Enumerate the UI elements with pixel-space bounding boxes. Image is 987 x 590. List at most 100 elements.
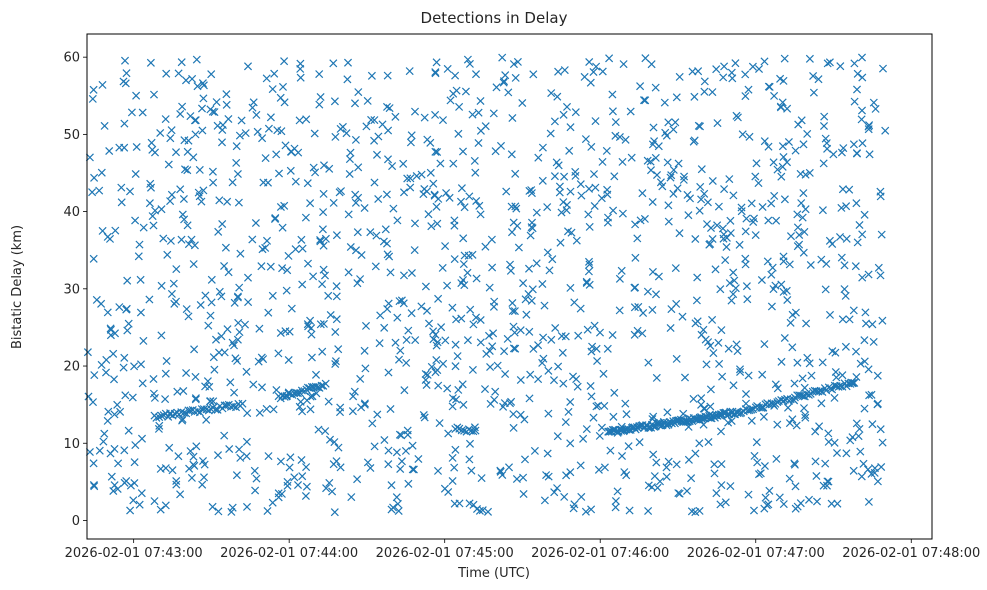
- data-point-marker: [496, 141, 506, 150]
- data-point-marker: [438, 263, 447, 272]
- data-point-marker: [329, 198, 338, 207]
- data-point-marker: [852, 85, 862, 94]
- data-point-marker: [459, 260, 468, 269]
- data-point-marker: [806, 260, 815, 270]
- data-point-marker: [492, 83, 501, 92]
- data-point-marker: [103, 308, 112, 317]
- data-point-marker: [370, 116, 379, 125]
- data-point-marker: [800, 227, 809, 236]
- data-point-marker: [110, 410, 119, 419]
- data-point-marker: [691, 319, 700, 328]
- data-point-marker: [791, 482, 800, 491]
- data-point-marker: [812, 497, 822, 506]
- data-point-marker: [139, 223, 148, 232]
- data-point-marker: [654, 272, 663, 281]
- data-point-marker: [864, 122, 873, 131]
- data-point-marker: [783, 295, 792, 305]
- data-point-marker: [255, 408, 264, 417]
- data-point-marker: [577, 492, 586, 501]
- data-point-marker: [566, 468, 575, 477]
- data-point-marker: [652, 458, 661, 467]
- data-point-marker: [197, 104, 207, 113]
- data-point-marker: [420, 413, 429, 422]
- data-point-marker: [199, 405, 208, 414]
- data-point-marker: [215, 287, 224, 296]
- data-point-marker: [106, 331, 115, 340]
- data-point-marker: [330, 438, 339, 447]
- data-point-marker: [821, 134, 830, 143]
- data-point-marker: [257, 262, 266, 271]
- data-point-marker: [417, 170, 426, 179]
- data-point-marker: [717, 460, 726, 469]
- data-point-marker: [200, 460, 209, 469]
- data-point-marker: [164, 160, 173, 169]
- data-point-marker: [737, 203, 746, 212]
- data-point-marker: [469, 427, 478, 436]
- data-point-marker: [266, 262, 275, 271]
- data-point-marker: [524, 264, 534, 273]
- data-point-marker: [467, 466, 476, 475]
- data-point-marker: [793, 210, 802, 219]
- data-point-marker: [283, 266, 292, 275]
- data-point-marker: [881, 126, 890, 135]
- data-point-marker: [564, 407, 573, 416]
- data-point-marker: [611, 496, 620, 506]
- data-point-marker: [409, 465, 418, 474]
- data-point-marker: [123, 276, 132, 285]
- data-point-marker: [450, 463, 459, 472]
- x-tick-label: 2026-02-01 07:48:00: [842, 546, 980, 561]
- data-point-marker: [860, 404, 869, 413]
- data-point-marker: [559, 379, 568, 388]
- data-point-marker: [864, 497, 873, 506]
- data-point-marker: [212, 98, 221, 107]
- data-point-marker: [653, 483, 662, 492]
- data-point-marker: [514, 243, 523, 252]
- data-point-marker: [615, 132, 624, 142]
- data-point-marker: [664, 201, 673, 210]
- data-point-marker: [237, 116, 246, 125]
- data-point-marker: [855, 220, 864, 230]
- data-point-marker: [491, 387, 500, 396]
- data-point-marker: [691, 449, 700, 458]
- data-point-marker: [489, 302, 498, 311]
- data-point-marker: [100, 429, 109, 438]
- data-point-marker: [402, 358, 411, 367]
- data-point-marker: [643, 287, 652, 296]
- data-point-marker: [712, 65, 721, 74]
- data-point-marker: [95, 186, 104, 195]
- data-point-marker: [611, 131, 620, 140]
- data-point-marker: [172, 480, 181, 489]
- data-point-marker: [191, 394, 200, 403]
- data-point-marker: [583, 325, 592, 334]
- data-point-marker: [309, 163, 318, 172]
- data-point-marker: [198, 79, 207, 88]
- data-point-marker: [529, 344, 538, 353]
- data-point-marker: [233, 169, 242, 179]
- data-point-marker: [436, 159, 445, 168]
- data-point-marker: [555, 182, 564, 191]
- data-point-marker: [346, 242, 355, 252]
- data-point-marker: [170, 299, 179, 308]
- data-point-marker: [587, 505, 596, 514]
- data-point-marker: [120, 353, 129, 362]
- data-point-marker: [389, 204, 398, 213]
- data-point-marker: [819, 121, 829, 131]
- data-point-marker: [565, 146, 574, 155]
- data-point-marker: [711, 265, 720, 274]
- data-point-marker: [765, 486, 774, 495]
- data-point-marker: [346, 148, 355, 157]
- data-point-marker: [729, 381, 738, 390]
- data-point-marker: [850, 59, 859, 68]
- data-point-marker: [225, 444, 234, 454]
- data-point-marker: [88, 188, 97, 197]
- data-point-marker: [526, 370, 535, 379]
- data-point-marker: [508, 113, 517, 123]
- data-point-marker: [278, 223, 287, 232]
- data-point-marker: [374, 194, 383, 204]
- data-point-marker: [793, 242, 802, 251]
- data-point-marker: [780, 54, 789, 63]
- data-point-marker: [472, 274, 481, 283]
- data-point-marker: [592, 402, 601, 411]
- data-point-marker: [797, 116, 806, 125]
- data-point-marker: [250, 466, 259, 475]
